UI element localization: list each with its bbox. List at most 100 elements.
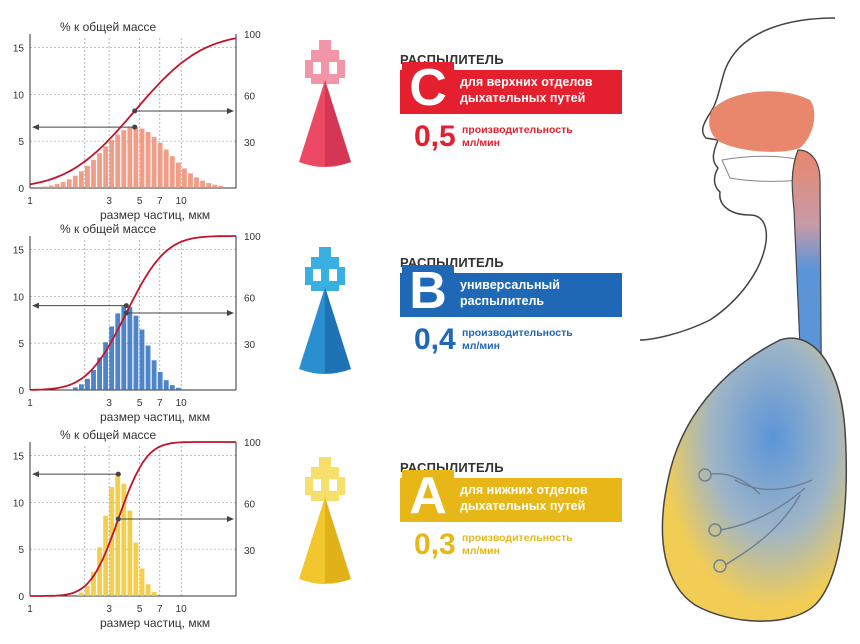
distribution-bar [139,329,145,390]
distribution-bar [97,547,102,596]
distribution-bar [133,315,139,390]
distribution-bar [72,175,78,188]
distribution-bar [78,592,84,596]
median-dot [115,516,121,522]
distribution-bar [169,156,175,188]
distribution-bar [121,483,127,596]
y-tick-label-right: 100 [244,232,261,243]
nebulizer-rate: 0,5 [414,120,456,153]
x-tick-label: 10 [176,604,188,615]
nebulizer-rate: 0,3 [414,528,456,561]
nebulizer-blue-icon [299,247,351,374]
distribution-bar [157,372,163,390]
median-dot [123,310,129,316]
y-tick-label-left: 5 [18,545,24,556]
y-tick-label-left: 0 [18,592,24,603]
distribution-bar [181,168,187,188]
distribution-bar [115,313,121,390]
oral-cavity [721,155,801,182]
chart-title: % к общей массе [60,428,157,442]
y-tick-label-left: 5 [18,137,24,148]
y-tick-label-right: 30 [244,138,256,149]
distribution-bar [139,128,145,188]
nasal-cavity [709,91,815,152]
distribution-bar [54,184,60,188]
distribution-bar [91,159,96,188]
chart-x-label: размер частиц, мкм [100,410,211,424]
y-tick-label-left: 15 [13,245,25,256]
peak-arrowhead [32,471,39,478]
distribution-bar [121,306,127,390]
distribution-bar [157,142,163,188]
distribution-bar [72,387,78,390]
x-tick-label: 1 [27,398,33,409]
distribution-bar [151,360,157,390]
median-arrowhead [227,310,234,316]
y-tick-label-left: 0 [18,386,24,397]
distribution-bar [109,140,115,188]
chart-plot-a: 0 5 10 15 30 60 100 1 3 5 7 10 [13,438,261,615]
distribution-bar [163,380,169,390]
nebulizer-c-panel: РАСПЫЛИТЕЛЬ C для верхних отделов дыхате… [400,52,640,202]
cumulative-curve [29,235,236,391]
x-tick-label: 7 [157,604,163,615]
distribution-bar [127,127,133,188]
chart-title: % к общей массе [60,20,157,34]
x-tick-label: 3 [106,196,112,207]
peak-dot [123,303,129,309]
chart-plot-b: 0 5 10 15 30 60 100 1 3 5 7 10 [13,232,261,409]
distribution-bar [212,184,218,188]
rate-label: производительность [462,124,573,136]
median-arrowhead [227,516,234,522]
distribution-bar [85,585,90,596]
distribution-bar [48,185,54,188]
lung [661,337,847,622]
distribution-bar [115,134,121,188]
nebulizer-letter: A [402,470,454,522]
distribution-bar [91,369,96,390]
y-tick-label-right: 100 [244,30,261,41]
distribution-bar [200,180,205,188]
y-tick-label-left: 10 [13,292,25,303]
distribution-bar [151,591,157,596]
distribution-bar [109,326,115,390]
nebulizer-rate-unit: производительность мл/мин [462,124,573,150]
distribution-bar [175,162,181,188]
distribution-bar [109,487,115,596]
distribution-bar [218,185,224,188]
nebulizer-description: универсальный распылитель [460,278,560,308]
y-tick-label-left: 10 [13,498,25,509]
distribution-bar [121,130,127,188]
nebulizer-description: для верхних отделов дыхательных путей [460,75,593,105]
distribution-bar [133,127,139,188]
cumulative-curve [29,37,237,186]
nebulizer-rate: 0,4 [414,323,456,356]
distribution-bar [188,173,193,188]
nebulizer-letter: B [402,265,454,317]
rate-label: производительность [462,327,573,339]
y-tick-label-left: 0 [18,184,24,195]
distribution-bar [78,384,84,390]
distribution-bar [133,542,139,596]
distribution-bar [139,568,145,596]
nebulizer-rate-unit: производительность мл/мин [462,327,573,353]
nebulizer-red-icon [299,40,351,167]
distribution-bar [127,307,133,390]
y-tick-label-right: 60 [244,92,256,103]
y-tick-label-left: 10 [13,90,25,101]
y-tick-label-right: 60 [244,500,256,511]
y-tick-label-right: 30 [244,546,256,557]
distribution-bar [151,136,157,188]
y-tick-label-right: 60 [244,294,256,305]
x-tick-label: 1 [27,604,33,615]
x-tick-label: 5 [137,196,143,207]
distribution-bar [85,165,90,188]
chart-plot-c: 0 5 10 15 30 60 100 1 3 5 7 10 [13,30,261,207]
y-tick-label-left: 5 [18,339,24,350]
cumulative-curve [30,441,236,597]
peak-dot [132,124,138,130]
peak-arrowhead [32,302,39,309]
distribution-bar [91,571,96,596]
head-outline [640,17,836,341]
nebulizer-description: для нижних отделов дыхательных путей [460,483,588,513]
